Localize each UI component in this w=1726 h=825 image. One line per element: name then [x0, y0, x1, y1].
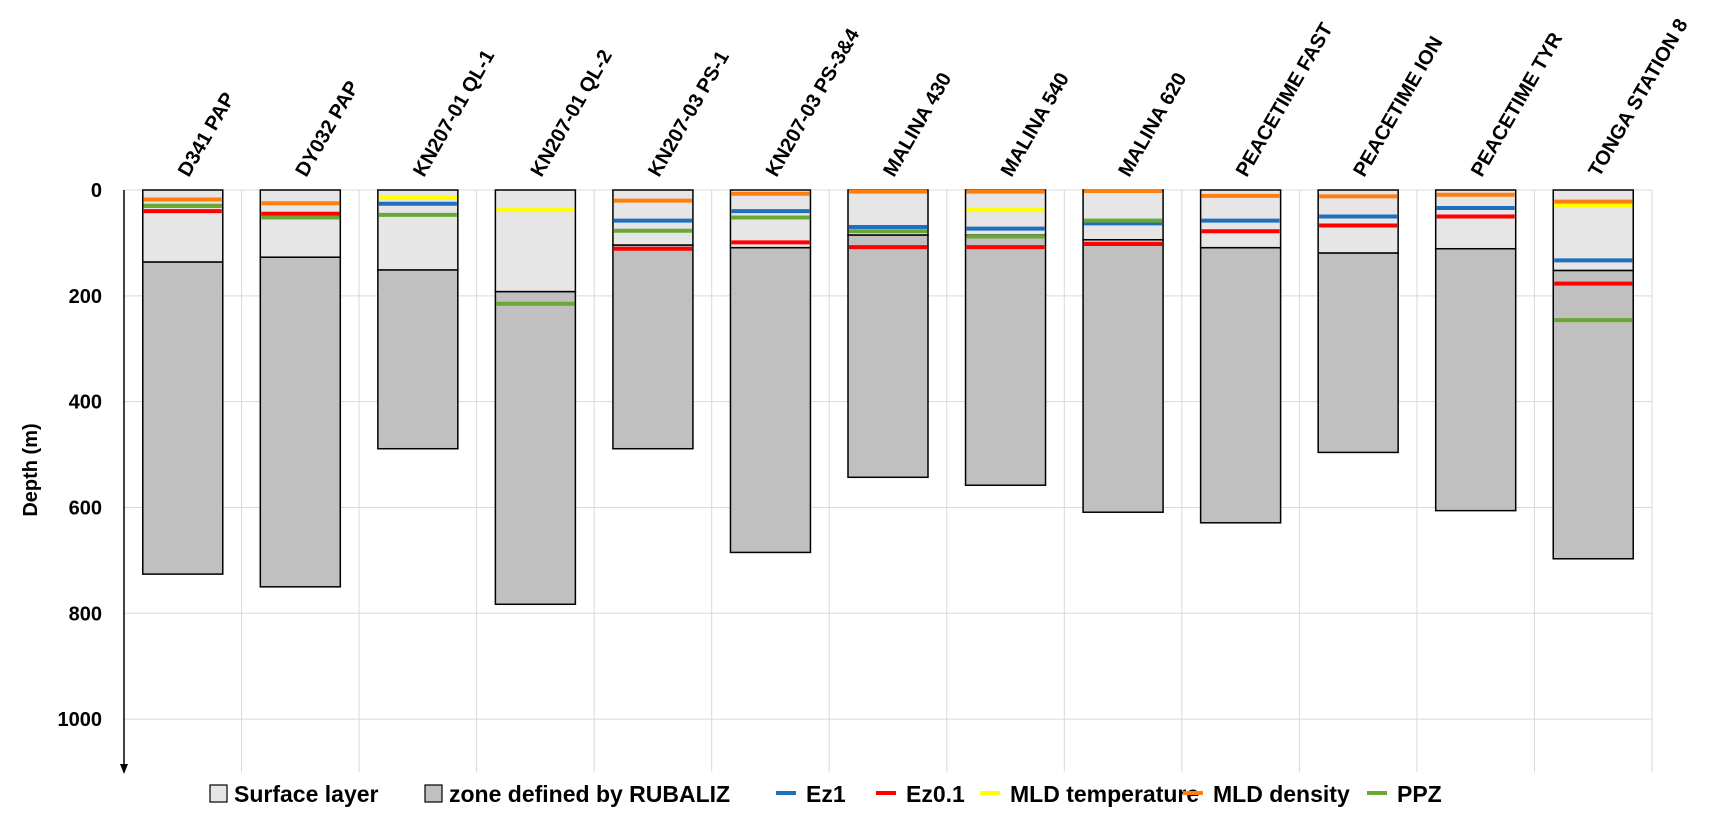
legend-swatch-zone-defined-by-rubaliz	[424, 784, 443, 803]
rubaliz-zone-bar-kn207-01-ql-1	[377, 269, 459, 450]
y-tick-label: 1000	[58, 709, 103, 731]
category-label-kn207-01-ql-2: KN207-01 QL-2	[527, 46, 617, 180]
legend-label-mld-temperature: MLD temperature	[1010, 781, 1199, 807]
rubaliz-zone-bar-peacetime-fast	[1199, 246, 1282, 524]
legend-label-ez0-1: Ez0.1	[906, 781, 965, 807]
legend-label-ez1: Ez1	[806, 781, 846, 807]
legend-label-zone-defined-by-rubaliz: zone defined by RUBALIZ	[449, 781, 730, 807]
rubaliz-zone-bar-peacetime-tyr	[1434, 247, 1517, 512]
legend-swatch-surface-layer	[209, 784, 228, 803]
rubaliz-zone-bar-dy032-pap	[259, 256, 342, 588]
legend-label-mld-density: MLD density	[1213, 781, 1350, 807]
category-label-kn207-03-ps-1: KN207-03 PS-1	[644, 47, 734, 180]
y-tick-label: 0	[91, 180, 102, 202]
category-label-malina-540: MALINA 540	[997, 69, 1074, 180]
surface-layer-bar-kn207-01-ql-2	[494, 189, 577, 293]
y-axis-title: Depth (m)	[20, 423, 42, 516]
category-label-malina-620: MALINA 620	[1114, 69, 1191, 180]
category-label-kn207-01-ql-1: KN207-01 QL-1	[409, 46, 499, 180]
rubaliz-zone-bar-malina-620	[1082, 238, 1164, 513]
rubaliz-zone-bar-kn207-01-ql-2	[494, 290, 577, 606]
y-tick-labels: 0 200 400 600 800 1000	[58, 180, 103, 731]
gridlines	[124, 189, 1653, 772]
rubaliz-zone-bar-kn207-03-ps-1	[612, 244, 694, 450]
rubaliz-zone-bar-peacetime-ion	[1317, 252, 1399, 454]
category-labels: D341 PAP DY032 PAP KN207-01 QL-1 KN207-01 Q…	[174, 15, 1693, 180]
station-bars	[142, 189, 1634, 606]
depth-markers	[143, 189, 1633, 323]
surface-layer-bar-peacetime-tyr	[1434, 189, 1517, 250]
surface-layer-bar-dy032-pap	[259, 189, 342, 258]
rubaliz-zone-bar-kn207-03-ps-3and4	[729, 246, 812, 554]
category-label-peacetime-ion: PEACETIME ION	[1349, 33, 1447, 181]
legend-label-surface-layer: Surface layer	[234, 781, 379, 807]
y-tick-label: 600	[69, 497, 102, 519]
category-label-peacetime-tyr: PEACETIME TYR	[1467, 29, 1567, 181]
legend: Surface layer zone defined by RUBALIZ Ez1 E…	[209, 781, 1442, 807]
y-axis: Depth (m)	[20, 190, 128, 774]
y-tick-label: 200	[69, 286, 102, 308]
y-axis-arrow-icon	[120, 764, 128, 774]
y-tick-label: 400	[69, 392, 102, 414]
category-label-kn207-03-ps-3and4: KN207-03 PS-3&4	[762, 24, 865, 180]
rubaliz-zone-bar-malina-540	[964, 234, 1047, 486]
surface-layer-bar-peacetime-ion	[1317, 189, 1399, 254]
legend-label-ppz: PPZ	[1397, 781, 1442, 807]
category-label-dy032-pap: DY032 PAP	[292, 77, 364, 180]
category-label-d341-pap: D341 PAP	[174, 89, 240, 181]
category-label-malina-430: MALINA 430	[879, 69, 956, 180]
rubaliz-zone-bar-tonga-station-8	[1552, 269, 1634, 560]
surface-layer-bar-d341-pap	[142, 189, 224, 263]
category-label-tonga-station-8: TONGA STATION 8	[1585, 15, 1693, 180]
rubaliz-zone-bar-malina-430	[847, 234, 929, 479]
surface-layer-bar-malina-620	[1082, 189, 1164, 241]
y-tick-label: 800	[69, 603, 102, 625]
rubaliz-zone-bar-d341-pap	[142, 261, 224, 575]
surface-layer-bar-kn207-03-ps-1	[612, 189, 694, 246]
category-label-peacetime-fast: PEACETIME FAST	[1232, 19, 1338, 180]
